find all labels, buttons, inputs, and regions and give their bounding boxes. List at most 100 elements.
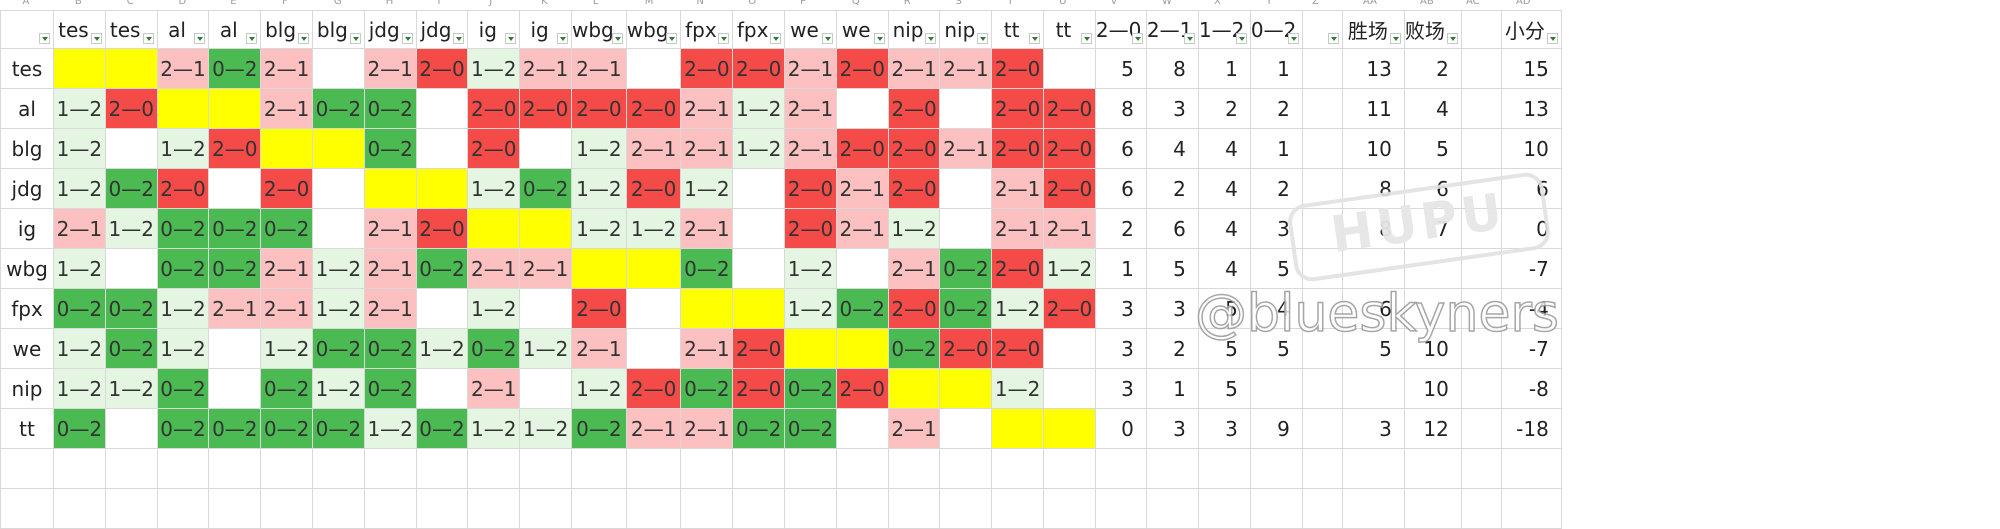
match-result-cell[interactable]: 0—2 [680,248,734,289]
filter-dropdown-icon[interactable] [505,33,517,44]
result-count-cell[interactable]: 5 [1249,328,1303,369]
match-result-cell[interactable]: 0—2 [887,328,941,369]
filter-dropdown-icon[interactable] [977,33,989,44]
empty-cell[interactable] [467,448,521,489]
match-result-cell[interactable]: 1—2 [467,168,521,209]
column-letter[interactable]: AC [1466,0,1480,7]
match-result-cell[interactable]: 1—2 [311,248,365,289]
match-result-cell[interactable]: 2—0 [415,208,469,249]
team-name-cell[interactable]: tt [0,408,54,449]
match-result-cell[interactable]: 2—1 [991,208,1045,249]
header-cell-extra[interactable]: 胜场 [1341,10,1405,49]
column-letter[interactable]: Y [1266,0,1273,7]
result-count-cell[interactable] [1249,368,1303,409]
match-result-cell[interactable]: 2—1 [784,128,837,169]
empty-cell[interactable] [680,488,734,529]
result-count-cell[interactable]: 8 [1094,88,1147,129]
column-letter[interactable]: AB [1420,0,1434,7]
match-result-cell[interactable]: 2—1 [53,208,106,249]
wins-cell[interactable] [1341,368,1405,409]
match-result-cell[interactable]: 2—0 [1043,128,1096,169]
result-count-cell[interactable]: 4 [1145,128,1199,169]
empty-cell[interactable] [991,448,1045,489]
match-result-cell[interactable]: 1—2 [887,208,941,249]
empty-cell[interactable] [1197,488,1251,529]
header-cell-opponent[interactable]: nip [887,10,941,49]
match-result-cell[interactable]: 0—2 [208,208,262,249]
column-letter[interactable]: Z [1312,0,1319,7]
result-count-cell[interactable]: 2 [1145,328,1199,369]
match-result-cell[interactable]: 0—2 [311,328,365,369]
empty-cell[interactable] [570,448,627,489]
match-result-cell[interactable] [311,168,365,209]
header-cell-stat[interactable]: 2—1 [1145,10,1199,49]
empty-cell[interactable] [991,488,1045,529]
wins-cell[interactable]: 10 [1341,128,1405,169]
result-count-cell[interactable]: 3 [1249,208,1303,249]
empty-cell[interactable] [1460,448,1502,489]
header-cell-opponent[interactable]: blg [260,10,313,49]
wins-cell[interactable]: 3 [1341,408,1405,449]
match-result-cell[interactable]: 0—2 [260,208,313,249]
result-count-cell[interactable]: 8 [1145,48,1199,89]
match-result-cell[interactable] [835,328,889,369]
result-count-cell[interactable]: 2 [1094,208,1147,249]
match-result-cell[interactable]: 1—2 [53,128,106,169]
losses-cell[interactable]: 12 [1403,408,1462,449]
match-result-cell[interactable] [732,168,786,209]
empty-cell[interactable] [104,448,158,489]
match-result-cell[interactable]: 0—2 [208,48,262,89]
small-score-cell[interactable]: -4 [1500,288,1562,329]
filter-dropdown-icon[interactable] [90,33,102,44]
match-result-cell[interactable]: 2—1 [363,248,417,289]
losses-cell[interactable]: 10 [1403,368,1462,409]
match-result-cell[interactable]: 2—0 [104,88,158,129]
match-result-cell[interactable] [104,128,158,169]
column-letter[interactable]: K [541,0,548,7]
empty-cell[interactable] [887,448,941,489]
match-result-cell[interactable]: 2—1 [570,48,627,89]
wins-cell[interactable]: 13 [1341,48,1405,89]
match-result-cell[interactable]: 2—0 [991,248,1045,289]
match-result-cell[interactable] [939,88,993,129]
match-result-cell[interactable] [939,408,993,449]
header-cell-extra[interactable]: 败场 [1403,10,1462,49]
column-letter[interactable]: F [282,0,288,7]
empty-cell[interactable] [1460,248,1502,289]
empty-cell[interactable] [732,488,786,529]
empty-cell[interactable] [1460,368,1502,409]
small-score-cell[interactable]: -18 [1500,408,1562,449]
match-result-cell[interactable] [519,368,572,409]
match-result-cell[interactable]: 2—1 [835,168,889,209]
filter-dropdown-icon[interactable] [194,33,206,44]
filter-dropdown-icon[interactable] [821,33,833,44]
match-result-cell[interactable]: 2—1 [260,288,313,329]
empty-cell[interactable] [1094,448,1147,489]
match-result-cell[interactable]: 0—2 [939,288,993,329]
match-result-cell[interactable]: 2—1 [680,208,734,249]
match-result-cell[interactable] [625,288,682,329]
filter-dropdown-icon[interactable] [1446,33,1458,44]
match-result-cell[interactable] [1043,368,1096,409]
match-result-cell[interactable]: 2—0 [835,48,889,89]
match-result-cell[interactable]: 1—2 [991,288,1045,329]
match-result-cell[interactable]: 1—2 [570,368,627,409]
result-count-cell[interactable]: 3 [1145,408,1199,449]
empty-cell[interactable] [0,488,54,529]
match-result-cell[interactable]: 2—1 [680,88,734,129]
losses-cell[interactable]: 10 [1403,328,1462,369]
header-cell-opponent[interactable]: blg [311,10,365,49]
match-result-cell[interactable]: 1—2 [519,408,572,449]
empty-cell[interactable] [208,448,262,489]
empty-cell[interactable] [1301,48,1343,89]
empty-cell[interactable] [835,448,889,489]
match-result-cell[interactable]: 1—2 [156,328,210,369]
match-result-cell[interactable]: 0—2 [104,288,158,329]
match-result-cell[interactable] [939,368,993,409]
team-name-cell[interactable]: jdg [0,168,54,209]
match-result-cell[interactable]: 1—2 [53,368,106,409]
empty-cell[interactable] [467,488,521,529]
filter-dropdown-icon[interactable] [246,33,258,44]
match-result-cell[interactable] [625,48,682,89]
match-result-cell[interactable]: 1—2 [570,208,627,249]
